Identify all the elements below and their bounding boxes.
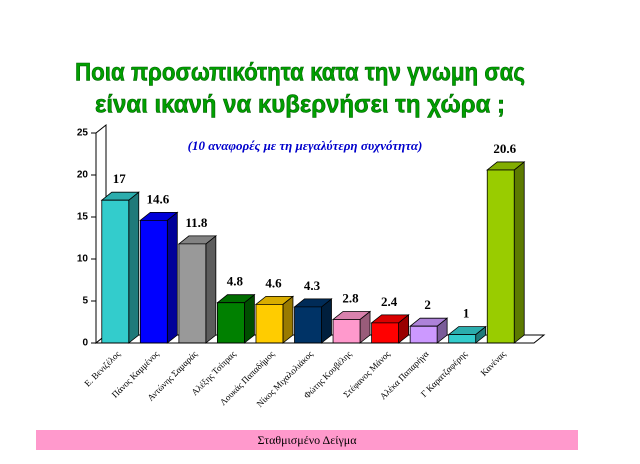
footer-band [36, 430, 578, 450]
bar-front [332, 319, 361, 344]
value-label: 4.6 [265, 275, 282, 290]
y-tick-label: 0 [82, 338, 88, 349]
y-tick-label: 10 [77, 254, 89, 265]
bar-front [255, 303, 284, 344]
bar [331, 310, 372, 344]
bar-side [166, 211, 178, 344]
value-label: 14.6 [146, 191, 169, 206]
chart-subtitle: (10 αναφορές με τη μεγαλύτερη συχνότητα) [188, 138, 423, 153]
bar [486, 161, 526, 344]
y-tick-label: 25 [77, 128, 89, 139]
bar [254, 295, 295, 344]
bar-front [486, 169, 515, 344]
x-tick-label: Κανένας [479, 348, 508, 377]
bar-front [448, 334, 477, 344]
x-tick-label: Ε. Βενιζέλος [82, 349, 122, 389]
value-label: 2.4 [381, 294, 398, 309]
value-label: 1 [463, 306, 470, 321]
bar-front [217, 302, 245, 344]
bar-side [205, 235, 217, 344]
bar [177, 235, 217, 344]
bar-front [371, 322, 399, 344]
bar [216, 293, 256, 344]
bar-front [178, 243, 207, 344]
value-label: 20.6 [493, 141, 516, 156]
bar-side [128, 191, 140, 344]
y-tick-label: 5 [82, 296, 88, 307]
bar [100, 191, 140, 344]
bar-front [409, 325, 438, 344]
bar-front [139, 219, 168, 344]
bar [409, 317, 449, 344]
y-tick-label: 15 [77, 212, 89, 223]
chart-title: είναι ικανή να κυβερνήσει τη χώρα ; [95, 91, 505, 119]
bar [370, 314, 410, 344]
bar [139, 211, 179, 344]
footer: Σταθμισμένο Δείγμα [258, 433, 358, 447]
y-tick-label: 20 [77, 170, 89, 181]
bar-side [513, 161, 525, 344]
bar [293, 298, 333, 344]
value-label: 11.8 [185, 215, 208, 230]
value-label: 4.8 [227, 274, 244, 289]
value-label: 2 [424, 297, 431, 312]
bar-front [101, 199, 130, 344]
chart-title: Ποια προσωπικότητα κατα την γνωμη σας [75, 59, 525, 87]
value-label: 2.8 [342, 290, 359, 305]
value-label: 4.3 [304, 278, 321, 293]
value-label: 17 [113, 171, 127, 186]
bar-front [294, 306, 322, 344]
